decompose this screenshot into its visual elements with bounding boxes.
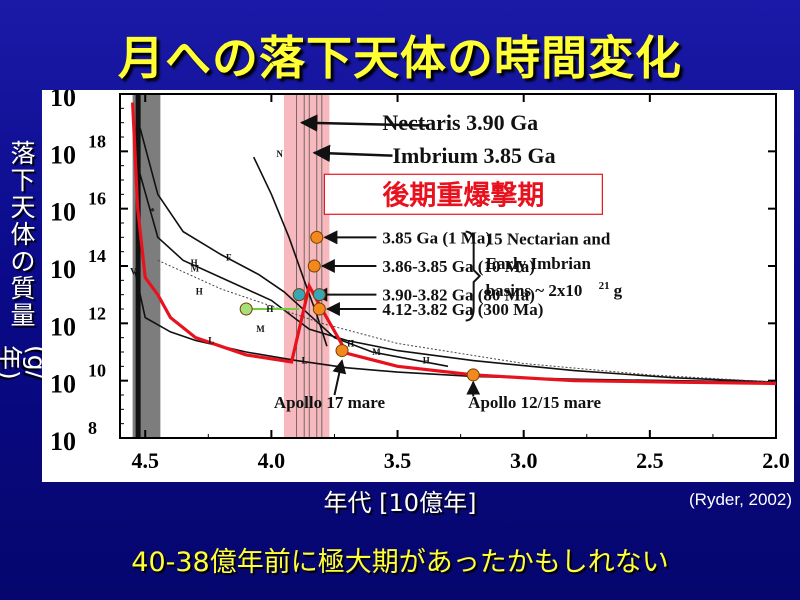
nectaris-arrow [299,114,428,132]
y-label-char: 天 [10,193,36,222]
curve-marker-letter: M [372,347,381,357]
curve-marker-letter: H [196,287,203,297]
slide-title: 月への落下天体の時間変化 [118,31,682,85]
y-label-char: 落 [10,139,36,168]
dark-band-core [135,94,141,438]
chart-svg: 10 8 10 10 10 12 10 14 10 16 10 18 10 20 4.5 4.0 3.5 3.0 2… [42,74,794,482]
y-tick-label-base: 10 [50,427,76,456]
y-tick-label-exp: 8 [88,418,97,438]
model-curve [252,156,328,347]
bracket-text-line3: basins ~ 2x10 [486,281,583,300]
bracket-text-exponent: 21 [599,280,610,292]
legend-row-label: 3.85 Ga (1 Ma) [382,228,491,247]
y-tick-label-base: 10 [50,370,76,399]
curve-marker-letter: L [302,355,308,365]
apollo12-label: Apollo 12/15 mare [468,393,601,412]
data-point-green [239,302,253,316]
y-tick-label-exp: 18 [88,131,106,151]
y-tick-label-exp: 20 [88,90,106,94]
legend-bracket [465,230,482,322]
y-tick-label-base: 10 [50,312,76,341]
data-point-teal [312,288,326,302]
curve-marker-letter: H [423,355,430,365]
imbrium-arrow [312,144,393,163]
y-tick-label-exp: 12 [88,303,106,323]
model-curve [139,128,449,368]
chart-area: 10 8 10 10 10 12 10 14 10 16 10 18 10 20 4.5 4.0 3.5 3.0 2… [42,74,794,482]
curve-marker-letter: V [130,267,137,277]
y-label-char: 質 [10,274,36,303]
y-tick-label-base: 10 [50,140,76,169]
y-axis-label: 落 下 天 体 の 質 量 (g/年) [0,139,51,395]
apollo17-arrow [332,359,347,396]
apollo17-label: Apollo 17 mare [274,393,386,412]
x-tick-label: 3.0 [510,448,538,473]
curve-marker-letter: * [150,206,155,216]
bracket-text-line1: 15 Nectarian and [486,230,611,249]
y-tick-label-base: 10 [50,255,76,284]
data-point-orange [307,259,321,273]
y-tick-label-exp: 16 [88,189,106,209]
x-tick-label: 2.5 [636,448,664,473]
curve-marker-letter: H [191,258,198,268]
model-curve [136,165,777,383]
bracket-text-unit: g [614,281,623,300]
data-point-teal [292,288,306,302]
data-point-orange [312,302,326,316]
x-axis-label: 年代 [10億年] [323,489,477,517]
y-label-char: 量 [10,301,36,330]
nectaris-label: Nectaris 3.90 Ga [382,110,538,135]
y-tick-label-base: 10 [50,90,76,112]
y-label-char: 下 [10,166,36,195]
x-tick-label: 4.5 [131,448,159,473]
legend-row-label: 3.90-3.82 Ga (80 Ma) [382,286,535,305]
curve-marker-letter: H [347,338,354,348]
curve-marker-letter: M [191,264,200,274]
citation: (Ryder, 2002) [689,490,792,509]
curve-marker-letter: H [266,304,273,314]
x-tick-label: 4.0 [258,448,286,473]
band-title-label: 後期重爆撃期 [382,180,544,210]
y-label-char: の [10,247,36,276]
bracket-text-line2: Early Imbrian [486,254,592,273]
curve-marker-letter: N [276,149,283,159]
y-tick-label-base: 10 [50,198,76,227]
y-label-char: 体 [10,220,36,249]
plot-background [42,90,794,482]
y-tick-label-exp: 10 [88,361,106,381]
legend-row-label: 3.86-3.85 Ga (10 Ma) [382,257,535,276]
legend-row-label: 4.12-3.82 Ga (300 Ma) [382,300,543,319]
data-point-orange [335,344,349,358]
conclusion-text: 40-38億年前に極大期があったかもしれない [131,547,669,578]
y-tick-label-exp: 14 [88,246,106,266]
band-title-box [323,173,603,215]
curve-marker-letter: M [256,324,265,334]
data-point-orange [310,230,324,244]
curve-marker-letter: L [208,335,214,345]
x-tick-label: 2.0 [762,448,790,473]
flux-curve-red [131,102,777,386]
x-tick-label: 3.5 [384,448,412,473]
imbrium-label: Imbrium 3.85 Ga [392,143,555,168]
data-point-orange [466,368,480,382]
curve-marker-letter: F [226,252,232,262]
